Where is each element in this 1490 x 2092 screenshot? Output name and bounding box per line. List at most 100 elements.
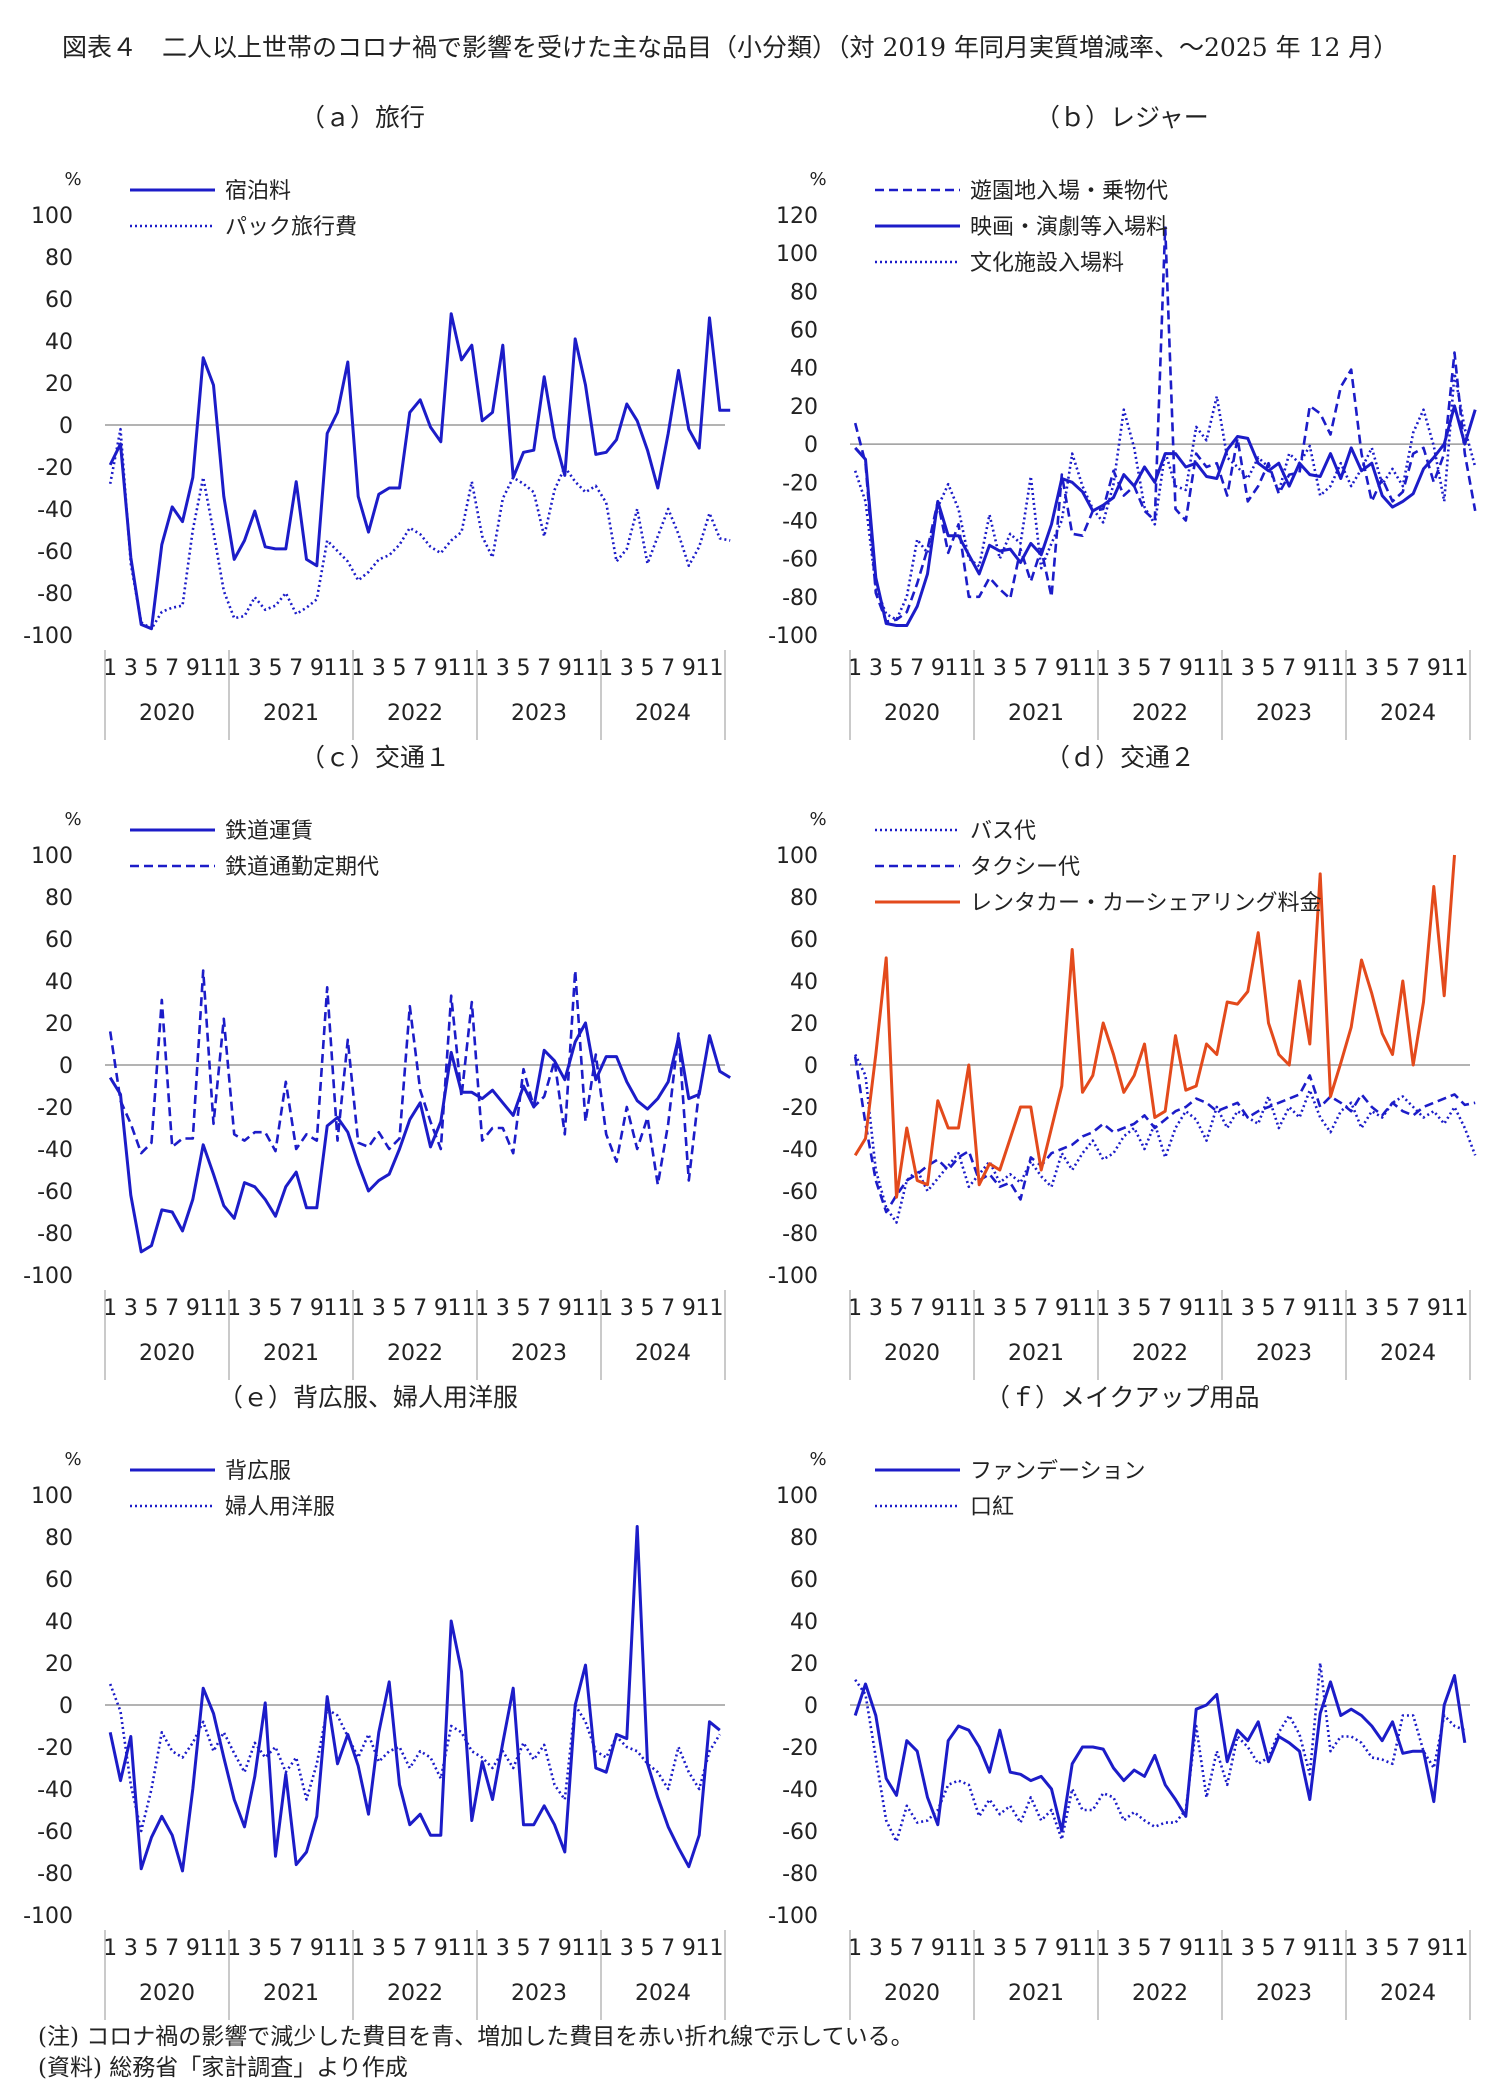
y-tick-label: -40 [37, 1138, 73, 1163]
x-month-label: 3 [1117, 656, 1131, 681]
x-month-label: 5 [641, 656, 655, 681]
x-month-label: 9 [558, 1296, 572, 1321]
x-month-label: 11 [572, 1296, 600, 1321]
y-tick-label: -100 [768, 624, 818, 649]
x-month-label: 3 [1117, 1936, 1131, 1961]
x-month-label: 3 [372, 1296, 386, 1321]
y-tick-label: -60 [37, 540, 73, 565]
x-month-label: 1 [1344, 656, 1358, 681]
x-month-label: 11 [1193, 1936, 1221, 1961]
x-month-label: 7 [1034, 1936, 1048, 1961]
x-month-label: 5 [269, 1296, 283, 1321]
x-month-label: 11 [572, 656, 600, 681]
x-month-label: 3 [124, 1936, 138, 1961]
series-line-0 [854, 1053, 1477, 1224]
legend-label-2: 文化施設入場料 [970, 251, 1124, 276]
x-month-label: 1 [1096, 1296, 1110, 1321]
x-month-label: 1 [227, 1296, 241, 1321]
y-tick-label: 100 [31, 1484, 73, 1509]
y-tick-label: -40 [782, 1778, 818, 1803]
x-month-label: 3 [1241, 1936, 1255, 1961]
chart-f-makeup: （ｆ）メイクアップ用品 % -100 -80 -60 -40 -20 0 20 40 60 80 10… [745, 1370, 1490, 2020]
x-month-label: 7 [910, 1296, 924, 1321]
x-month-label: 5 [517, 1296, 531, 1321]
x-month-label: 1 [1096, 656, 1110, 681]
legend-label-0: バス代 [970, 819, 1036, 844]
x-month-label: 9 [310, 1936, 324, 1961]
x-month-label: 5 [1138, 1296, 1152, 1321]
x-month-label: 1 [227, 656, 241, 681]
x-month-label: 9 [434, 1296, 448, 1321]
x-month-label: 7 [1158, 656, 1172, 681]
y-tick-label: -40 [37, 498, 73, 523]
legend-label-1: タクシー代 [970, 855, 1080, 880]
y-tick-label: 0 [804, 1054, 818, 1079]
x-month-label: 1 [475, 1936, 489, 1961]
y-tick-label: 100 [776, 844, 818, 869]
x-month-label: 5 [641, 1936, 655, 1961]
x-month-label: 11 [945, 1936, 973, 1961]
x-month-label: 9 [682, 1296, 696, 1321]
x-month-label: 1 [475, 656, 489, 681]
x-month-label: 11 [448, 656, 476, 681]
x-month-label: 11 [1069, 1296, 1097, 1321]
x-month-label: 3 [993, 1296, 1007, 1321]
x-year-label: 2020 [884, 1981, 940, 2006]
x-month-label: 11 [1317, 656, 1345, 681]
x-month-label: 9 [931, 1936, 945, 1961]
x-month-label: 5 [1014, 1296, 1028, 1321]
x-month-label: 1 [848, 656, 862, 681]
x-month-label: 11 [696, 656, 724, 681]
x-month-label: 11 [200, 1296, 228, 1321]
x-month-label: 7 [165, 1296, 179, 1321]
x-month-label: 7 [413, 656, 427, 681]
x-month-label: 3 [1241, 656, 1255, 681]
x-month-label: 1 [972, 656, 986, 681]
y-tick-label: 60 [45, 1568, 73, 1593]
x-month-label: 3 [1241, 1296, 1255, 1321]
x-month-label: 3 [1365, 1936, 1379, 1961]
footnote-source: (資料) 総務省「家計調査」より作成 [38, 2055, 408, 2081]
x-month-label: 5 [1262, 656, 1276, 681]
y-tick-label: 80 [790, 1526, 818, 1551]
y-unit-label: % [64, 169, 81, 190]
x-month-label: 9 [1427, 1296, 1441, 1321]
y-tick-label: -20 [782, 471, 818, 496]
x-month-label: 3 [869, 656, 883, 681]
y-tick-label: -20 [782, 1096, 818, 1121]
x-month-label: 7 [413, 1296, 427, 1321]
x-month-label: 9 [1179, 656, 1193, 681]
x-month-label: 3 [496, 656, 510, 681]
x-month-label: 7 [1406, 1296, 1420, 1321]
x-month-label: 1 [103, 1936, 117, 1961]
x-month-label: 1 [103, 656, 117, 681]
legend-label-0: 宿泊料 [225, 179, 291, 204]
x-month-label: 11 [945, 656, 973, 681]
x-month-label: 9 [310, 656, 324, 681]
x-year-label: 2023 [1256, 701, 1312, 726]
y-tick-label: 0 [804, 433, 818, 458]
series-line-0 [108, 1525, 721, 1873]
x-month-label: 11 [572, 1936, 600, 1961]
y-tick-label: 20 [790, 1012, 818, 1037]
x-month-label: 3 [248, 1936, 262, 1961]
series-line-0 [853, 225, 1477, 623]
x-month-label: 5 [1386, 656, 1400, 681]
x-year-label: 2020 [139, 701, 195, 726]
x-month-label: 5 [517, 656, 531, 681]
legend-label-0: 遊園地入場・乗物代 [970, 179, 1168, 204]
x-month-label: 5 [890, 656, 904, 681]
series-line-1 [108, 427, 731, 631]
y-tick-label: -60 [37, 1820, 73, 1845]
y-tick-label: 0 [59, 1054, 73, 1079]
chart-e-title: （ｅ）背広服、婦人用洋服 [218, 1383, 519, 1412]
series-line-1 [108, 969, 701, 1187]
x-month-label: 7 [661, 1296, 675, 1321]
y-tick-label: -80 [782, 1222, 818, 1247]
y-tick-label: 80 [790, 280, 818, 305]
y-tick-label: -100 [768, 1264, 818, 1289]
x-month-label: 3 [1365, 656, 1379, 681]
y-tick-label: -100 [23, 624, 73, 649]
